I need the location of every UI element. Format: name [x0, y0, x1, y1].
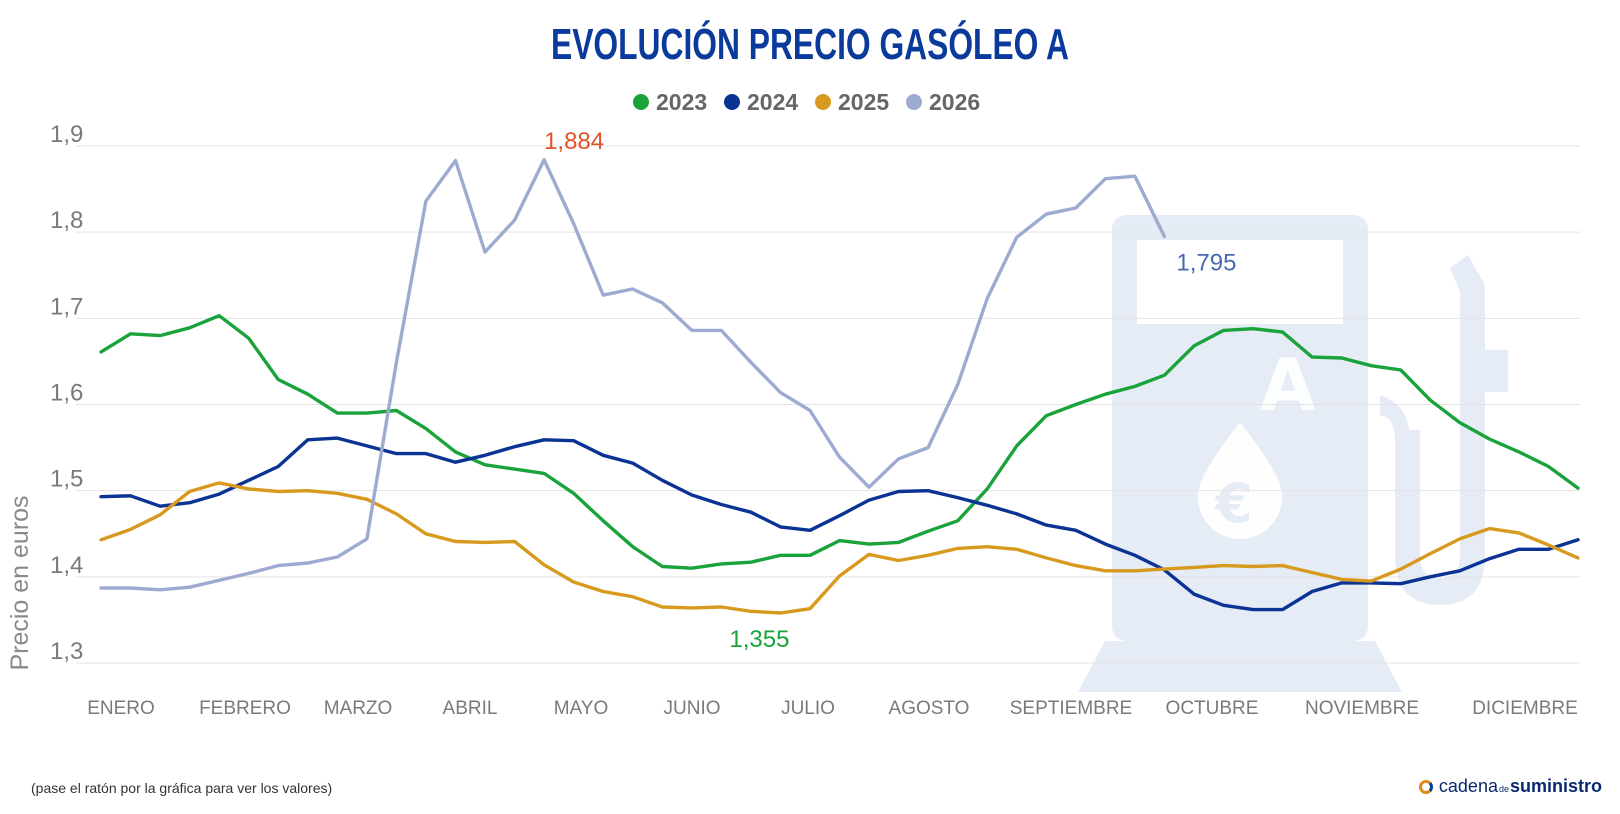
- legend-label-2023[interactable]: 2023: [656, 89, 707, 115]
- series-line-2025[interactable]: [99, 481, 1580, 615]
- series-line-2024[interactable]: [99, 436, 1580, 612]
- x-tick-label: AGOSTO: [889, 698, 970, 719]
- y-tick-label: 1,8: [50, 207, 83, 234]
- brand-de: de: [1498, 784, 1509, 794]
- legend-label-2026[interactable]: 2026: [929, 89, 980, 115]
- series-line-2026[interactable]: [99, 158, 1167, 592]
- svg-text:€: €: [1213, 472, 1253, 535]
- x-tick-label: MAYO: [554, 698, 609, 719]
- x-tick-label: JULIO: [781, 698, 835, 719]
- y-tick-label: 1,4: [50, 552, 83, 579]
- brand-suministro: suministro: [1509, 776, 1602, 796]
- data-label: 1,884: [544, 128, 604, 155]
- series-line-2023[interactable]: [99, 314, 1580, 570]
- y-tick-label: 1,3: [50, 638, 83, 665]
- legend-label-2024[interactable]: 2024: [747, 89, 798, 115]
- cadena-logo-icon: [1418, 780, 1433, 794]
- brand-cadena: cadena: [1438, 776, 1498, 796]
- x-tick-label: FEBRERO: [199, 698, 291, 719]
- y-tick-label: 1,7: [50, 293, 83, 320]
- x-tick-label: ABRIL: [443, 698, 498, 719]
- data-label: 1,795: [1176, 249, 1236, 276]
- legend-marker-2023: [633, 94, 649, 110]
- legend-marker-2025: [815, 94, 831, 110]
- hover-hint-note: (pase el ratón por la gráfica para ver l…: [31, 780, 333, 796]
- y-tick-label: 1,6: [50, 380, 83, 407]
- y-tick-label: 1,9: [50, 121, 83, 148]
- x-tick-label: OCTUBRE: [1166, 698, 1259, 719]
- x-tick-label: NOVIEMBRE: [1305, 698, 1419, 719]
- data-label: 1,355: [729, 626, 789, 653]
- x-tick-label: MARZO: [324, 698, 393, 719]
- y-axis-label: Precio en euros: [6, 495, 34, 670]
- chart-title: EVOLUCIÓN PRECIO GASÓLEO A: [551, 19, 1069, 69]
- x-tick-label: DICIEMBRE: [1472, 698, 1578, 719]
- svg-text:A: A: [1260, 343, 1316, 427]
- legend-marker-2026: [906, 94, 922, 110]
- y-tick-label: 1,5: [50, 466, 83, 493]
- legend-label-2025[interactable]: 2025: [838, 89, 889, 115]
- brand-logo[interactable]: cadena de suministro: [1418, 776, 1602, 797]
- legend-marker-2024: [724, 94, 740, 110]
- x-tick-label: SEPTIEMBRE: [1010, 698, 1132, 719]
- x-tick-label: JUNIO: [664, 698, 721, 719]
- x-tick-label: ENERO: [87, 698, 155, 719]
